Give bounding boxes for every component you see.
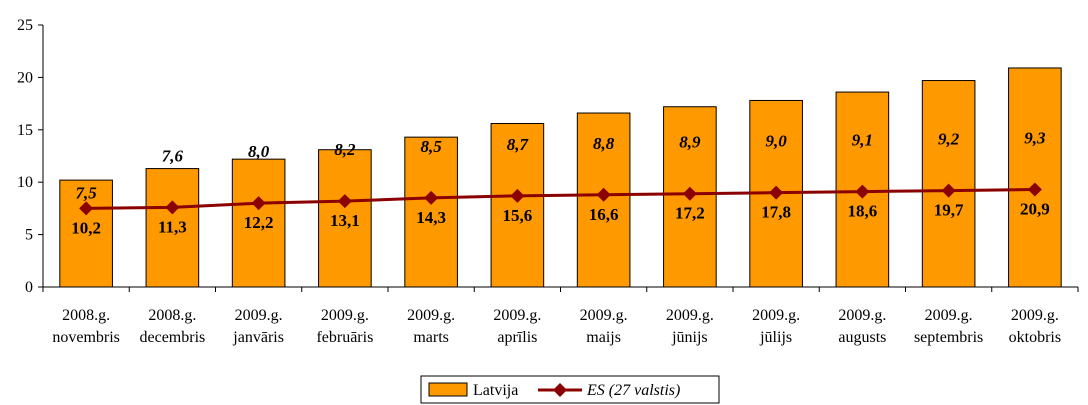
line-value-label: 8,0 <box>248 142 270 161</box>
line-value-label: 9,3 <box>1024 129 1046 148</box>
bar-latvija <box>231 158 286 288</box>
x-category-label: 2008.g. novembris <box>52 307 120 346</box>
bar-latvija <box>404 136 458 288</box>
x-category-label: 2009.g. septembris <box>914 307 983 346</box>
x-category-label: 2009.g. aprīlis <box>493 307 541 346</box>
bar-latvija <box>1008 67 1062 288</box>
legend-label-latvija: Latvija <box>473 382 518 399</box>
y-tick-label: 5 <box>25 227 33 244</box>
x-axis: 2008.g. novembris 2008.g. decembris 2009.g. j… <box>42 286 1079 346</box>
line-point-es <box>1027 182 1042 197</box>
x-category-label: 2009.g. jūnijs <box>666 307 714 346</box>
bar-value-label: 17,8 <box>761 203 791 222</box>
bar-value-label: 12,2 <box>244 213 274 232</box>
bars <box>59 67 1062 288</box>
line-value-label: 8,2 <box>334 140 356 159</box>
line-value-label: 8,8 <box>593 134 615 153</box>
bar-value-label: 18,6 <box>848 202 878 221</box>
legend-bar-swatch <box>428 382 468 397</box>
line-point-es <box>596 187 611 202</box>
bar-value-label: 17,2 <box>675 204 705 223</box>
line-value-label: 8,9 <box>679 133 701 152</box>
x-category-label: 2009.g. augusts <box>838 307 886 346</box>
y-tick-label: 0 <box>25 279 33 296</box>
bar-value-label: 15,6 <box>503 206 533 225</box>
bar-value-label: 10,2 <box>71 218 101 237</box>
line-value-label: 7,5 <box>76 183 98 202</box>
line-point-es <box>251 196 266 211</box>
bar-latvija <box>145 168 200 288</box>
x-category-label: 2008.g. decembris <box>140 307 206 346</box>
legend-label-es: ES (27 valstis) <box>586 382 680 399</box>
line-value-label: 9,0 <box>766 132 788 151</box>
y-tick-label: 10 <box>17 174 33 191</box>
bar-labels: 10,2 11,3 12,2 13,1 14,3 15,6 16,6 17,2 17,8 18,6… <box>71 200 1050 238</box>
y-tick-label: 20 <box>17 69 33 86</box>
line-point-es <box>337 194 352 209</box>
bar-value-label: 14,3 <box>416 208 446 227</box>
legend: Latvija ES (27 valstis) <box>420 375 720 404</box>
bar-value-label: 16,6 <box>589 205 619 224</box>
line-point-es <box>682 186 697 201</box>
line-value-label: 9,2 <box>938 130 960 149</box>
x-category-label: 2009.g. februāris <box>316 307 373 346</box>
legend-diamond-icon <box>553 383 567 397</box>
x-category-label: 2009.g. oktobris <box>1009 307 1061 346</box>
bar-value-label: 20,9 <box>1020 200 1050 219</box>
line-point-es <box>855 184 870 199</box>
line-value-label: 8,5 <box>421 137 443 156</box>
y-tick-label: 15 <box>17 122 33 139</box>
line-value-label: 9,1 <box>852 131 873 150</box>
line-value-label: 7,6 <box>162 146 184 165</box>
bar-value-label: 13,1 <box>330 211 360 230</box>
line-value-label: 8,7 <box>507 135 530 154</box>
bar-latvija <box>490 123 545 288</box>
x-category-label: 2009.g. marts <box>407 307 455 346</box>
bar-value-label: 19,7 <box>934 201 964 220</box>
y-tick-label: 25 <box>17 17 33 34</box>
line-series <box>79 182 1042 216</box>
line-point-es <box>165 200 180 215</box>
line-point-es <box>941 183 956 198</box>
line-labels: 7,5 7,6 8,0 8,2 8,5 8,7 8,8 8,9 9,0 9,1 9,2 9,3 <box>76 129 1047 203</box>
line-point-es <box>424 190 439 205</box>
x-category-label: 2009.g. janvāris <box>232 307 284 346</box>
x-category-label: 2009.g. jūlijs <box>752 307 800 346</box>
x-category-label: 2009.g. maijs <box>580 307 628 346</box>
y-axis: 0 5 10 15 20 25 <box>17 17 44 296</box>
line-es <box>86 188 1035 210</box>
bar-value-label: 11,3 <box>158 217 187 236</box>
line-point-es <box>769 185 784 200</box>
bar-latvija <box>318 149 372 288</box>
line-point-es <box>79 201 94 216</box>
line-point-es <box>510 188 525 203</box>
